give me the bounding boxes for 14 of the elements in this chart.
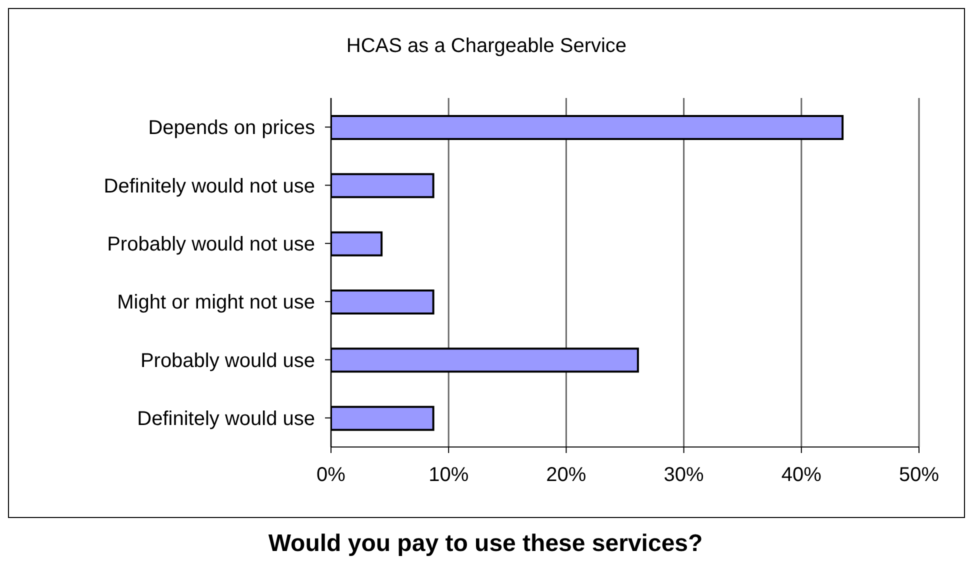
y-tick-label: Might or might not use bbox=[117, 292, 315, 314]
x-tick-label: 50% bbox=[898, 464, 940, 486]
y-tick-label: Definitely would use bbox=[137, 408, 315, 430]
y-tick-label: Probably would use bbox=[140, 350, 315, 372]
y-tick-label: Probably would not use bbox=[107, 234, 315, 256]
x-tick-label: 20% bbox=[546, 464, 586, 486]
text: Would you pay to use these services? bbox=[267, 530, 704, 558]
y-tick-label: Definitely would not use bbox=[104, 175, 315, 198]
chart-title: HCAS as a Chargeable Service bbox=[345, 35, 628, 58]
x-tick-label: 40% bbox=[781, 464, 822, 486]
x-tick-label: 0% bbox=[316, 464, 346, 486]
x-tick-label: 30% bbox=[664, 464, 704, 486]
y-tick-label: Depends on prices bbox=[148, 117, 315, 140]
x-tick-label: 10% bbox=[428, 464, 469, 486]
